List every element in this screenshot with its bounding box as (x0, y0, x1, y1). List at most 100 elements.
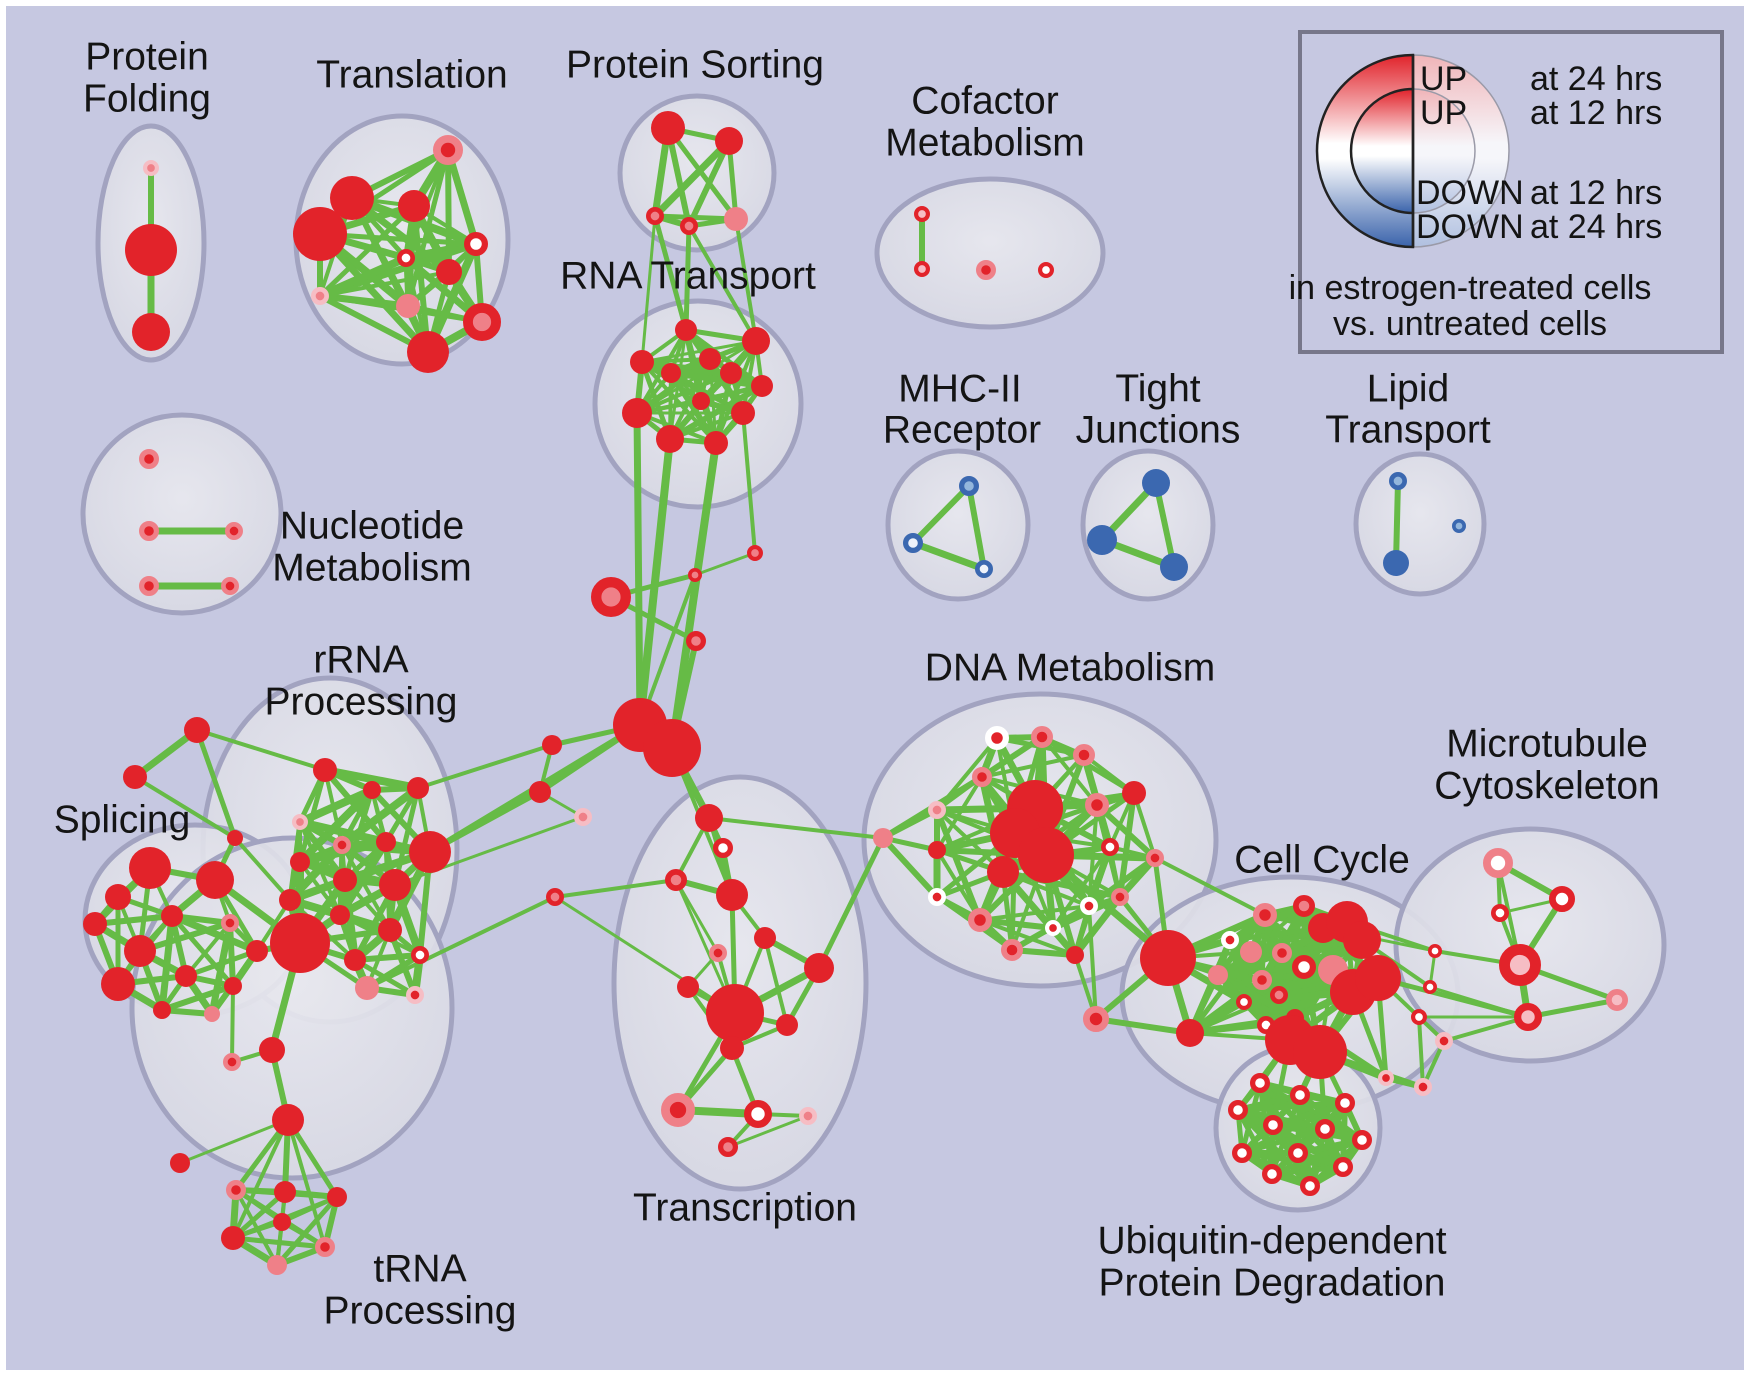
node-relay-0 (747, 545, 764, 562)
node-transcription-10 (720, 1036, 744, 1060)
edge-link (668, 439, 720, 752)
node-relay-10 (184, 717, 210, 743)
node-cc-24 (1208, 965, 1228, 985)
node-relay-9 (546, 888, 565, 907)
node-rrna-9 (379, 869, 411, 901)
node-dna-4 (1122, 781, 1146, 805)
cluster-label-trna-1: Processing (324, 1289, 517, 1332)
node-rna-2 (630, 350, 654, 374)
edge-sorting (686, 138, 732, 229)
node-rrna-12 (378, 918, 402, 942)
node-cc-15 (1235, 994, 1252, 1011)
edge-trna (274, 1194, 340, 1268)
cluster-label-cofactor-1: Metabolism (885, 121, 1084, 164)
node-rrna-5 (376, 832, 396, 852)
legend-time-1: at 12 hrs (1530, 94, 1662, 132)
node-micro-1 (1549, 886, 1576, 913)
node-translation-6 (436, 259, 462, 285)
edge-mhc (966, 483, 987, 572)
node-relay-2 (591, 577, 632, 618)
cluster-label-ubi-1: Protein Degradation (1099, 1261, 1446, 1304)
edge-dna (979, 734, 1045, 780)
edge-dna (935, 775, 984, 852)
node-trna-7 (221, 1226, 245, 1250)
node-splicing-2 (105, 884, 131, 910)
node-cc-9 (1271, 942, 1292, 963)
node-cc-14 (1269, 986, 1288, 1005)
node-ubi-2 (1334, 1092, 1355, 1113)
edge-link (652, 213, 689, 333)
node-cc-0 (1140, 930, 1196, 986)
node-dna-3 (971, 766, 992, 787)
edge-splicing (184, 921, 232, 978)
edge-trna (178, 1118, 290, 1165)
node-trna-1 (222, 1052, 241, 1071)
node-lipid-1 (1383, 550, 1409, 576)
node-rrna-16 (355, 976, 379, 1000)
node-lipid-0 (1388, 471, 1407, 490)
cluster-label-micro-0: Microtubule (1446, 722, 1648, 765)
node-splicing-0 (129, 847, 171, 889)
edge-cc (1093, 1016, 1193, 1036)
node-trna-5 (274, 1181, 296, 1203)
node-trna-0 (259, 1037, 285, 1063)
edge-rrna (296, 786, 376, 826)
legend-note-line-1: in estrogen-treated cells (1289, 269, 1652, 307)
node-trna-9 (267, 1255, 287, 1275)
node-cofactor-1 (914, 260, 931, 277)
node-splicing-6 (124, 935, 156, 967)
cluster-label-cofactor-0: Cofactor (911, 79, 1058, 122)
edge-micro (1442, 1015, 1530, 1043)
node-cc-21 (1413, 1077, 1432, 1096)
edge-dna (1094, 802, 1158, 861)
node-ubi-0 (1249, 1072, 1270, 1093)
edge-transcription (674, 878, 720, 955)
node-micro-3 (1427, 944, 1442, 959)
node-transcription-1 (712, 837, 733, 858)
node-translation-5 (396, 248, 415, 267)
node-rrna-8 (333, 868, 357, 892)
legend-ring-inner (1349, 87, 1415, 215)
node-cc-4 (1292, 894, 1315, 917)
node-dna-1 (1030, 725, 1053, 748)
legend-box: UP at 24 hrs UP at 12 hrs DOWN at 12 hrs… (1289, 30, 1724, 354)
node-splicing-11 (153, 1001, 171, 1019)
edge-dna (977, 917, 1056, 931)
node-rrna-4 (332, 836, 351, 855)
edge-link (683, 223, 692, 333)
node-translation-2 (398, 190, 430, 222)
cluster-label-rna-0: RNA Transport (560, 254, 816, 297)
node-sorting-4 (724, 207, 748, 231)
node-dna-5 (928, 801, 947, 820)
node-transcription-6 (677, 976, 699, 998)
node-rna-3 (699, 348, 721, 370)
node-ubi-5 (1314, 1118, 1335, 1139)
node-tight-2 (1160, 553, 1188, 581)
edge-micro (1525, 997, 1620, 1020)
edge-dna (880, 835, 940, 900)
edge-dna (978, 904, 1091, 922)
node-dna-16 (967, 907, 992, 932)
node-dna-21 (1066, 946, 1084, 964)
node-folding-1 (125, 224, 177, 276)
edge-link (553, 895, 737, 1015)
node-rrna-13 (270, 913, 330, 973)
node-rna-7 (622, 398, 652, 428)
node-relay-8 (574, 808, 593, 827)
node-ubi-4 (1262, 1114, 1283, 1135)
node-transcription-8 (706, 984, 764, 1042)
node-trna-10 (273, 1213, 291, 1231)
node-rna-5 (720, 362, 742, 384)
node-micro-7 (1605, 988, 1628, 1011)
edge-lipid (1393, 478, 1401, 566)
node-micro-0 (1483, 848, 1514, 879)
cluster-label-tight-0: Tight (1115, 367, 1200, 410)
node-cc-13 (1251, 969, 1272, 990)
edge-link (1417, 1015, 1425, 1089)
node-tight-1 (1087, 525, 1117, 555)
edge-link (1375, 975, 1531, 1020)
node-transcription-9 (776, 1014, 798, 1036)
edge-sorting (665, 125, 739, 222)
node-cc-10 (1291, 954, 1316, 979)
